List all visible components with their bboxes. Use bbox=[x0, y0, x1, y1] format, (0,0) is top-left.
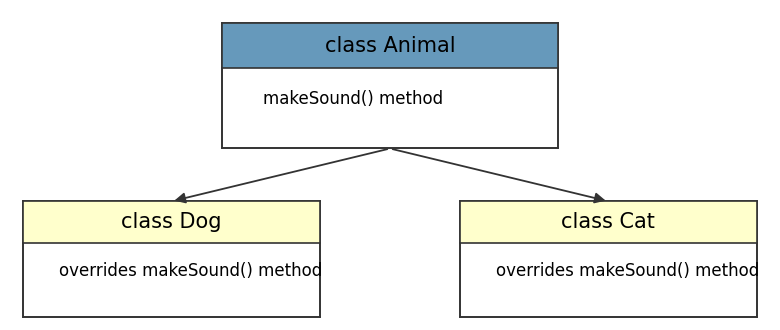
Text: class Animal: class Animal bbox=[324, 36, 456, 56]
Bar bbox=[23, 201, 320, 243]
Bar bbox=[222, 23, 558, 148]
Text: overrides makeSound() method: overrides makeSound() method bbox=[59, 262, 322, 280]
Bar bbox=[460, 201, 757, 317]
Text: class Cat: class Cat bbox=[562, 212, 655, 232]
Text: class Dog: class Dog bbox=[122, 212, 222, 232]
Bar bbox=[460, 201, 757, 243]
Bar bbox=[23, 201, 320, 317]
Bar bbox=[222, 23, 558, 68]
Text: makeSound() method: makeSound() method bbox=[263, 90, 443, 108]
Text: overrides makeSound() method: overrides makeSound() method bbox=[496, 262, 759, 280]
